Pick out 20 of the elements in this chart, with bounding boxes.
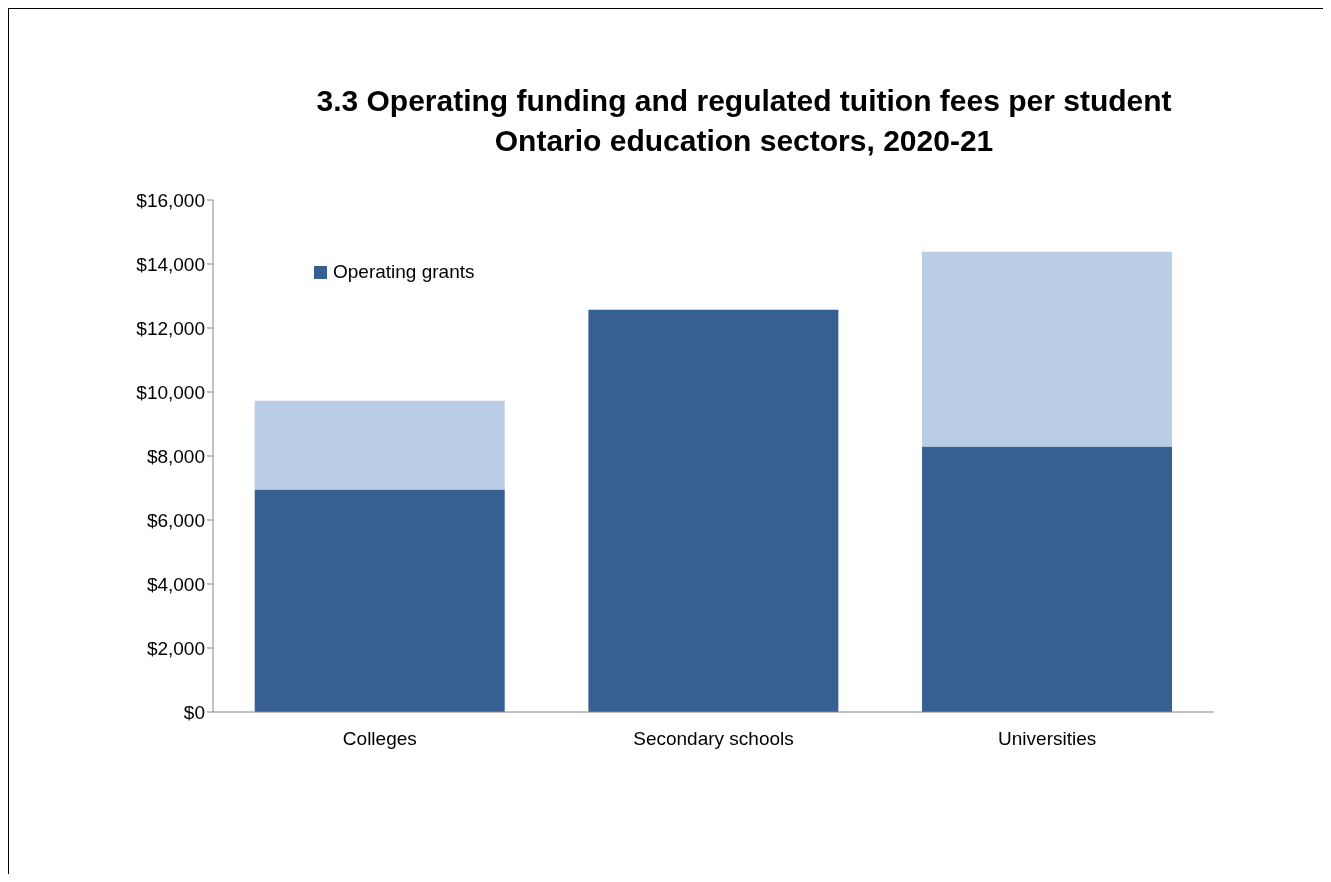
bar	[922, 251, 1173, 447]
chart-title: 3.3 Operating funding and regulated tuition fees per student	[315, 83, 1173, 119]
x-tick-label: Colleges	[342, 728, 417, 750]
bar	[254, 489, 505, 712]
bar	[254, 400, 505, 490]
y-tick-label: $0	[183, 701, 205, 723]
y-tick-label: $4,000	[146, 573, 205, 595]
x-tick-label: Secondary schools	[633, 728, 794, 750]
legend-label: Operating grants	[333, 261, 475, 283]
chart-subtitle: Ontario education sectors, 2020-21	[493, 123, 995, 159]
y-tick-label: $10,000	[136, 381, 205, 403]
bar	[588, 309, 839, 712]
x-tick-label: Universities	[998, 728, 1097, 750]
y-tick-label: $14,000	[136, 253, 205, 275]
y-tick-label: $12,000	[136, 317, 205, 339]
y-tick-label: $16,000	[136, 189, 205, 211]
bar	[922, 446, 1173, 712]
y-tick-label: $8,000	[146, 445, 205, 467]
y-tick-label: $6,000	[146, 509, 205, 531]
y-tick-label: $2,000	[146, 637, 205, 659]
